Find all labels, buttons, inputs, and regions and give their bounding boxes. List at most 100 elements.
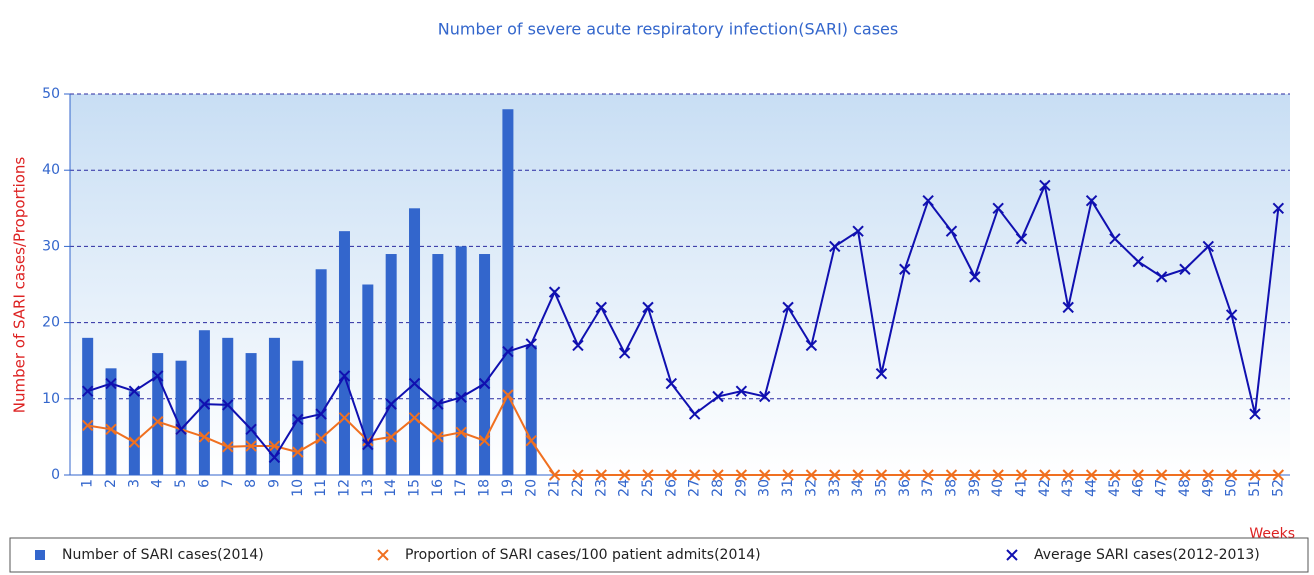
marker xyxy=(362,438,374,451)
marker xyxy=(525,435,537,447)
x-tick-label: 38 xyxy=(943,479,959,497)
bar xyxy=(152,353,164,475)
x-tick-label: 26 xyxy=(663,479,679,497)
marker xyxy=(735,469,748,481)
marker xyxy=(829,240,841,253)
marker xyxy=(245,423,257,435)
marker xyxy=(1109,233,1121,245)
marker xyxy=(1202,469,1214,481)
marker xyxy=(315,408,327,420)
marker xyxy=(1109,469,1121,481)
marker xyxy=(478,377,491,390)
x-tick-label: 1 xyxy=(80,479,96,488)
marker xyxy=(1039,469,1051,481)
legend-label: Proportion of SARI cases/100 patient adm… xyxy=(405,547,761,563)
marker xyxy=(618,347,631,359)
x-tick-label: 32 xyxy=(803,479,819,497)
legend-label: Number of SARI cases(2014) xyxy=(62,547,264,563)
bar xyxy=(502,109,514,476)
marker xyxy=(432,398,444,410)
bar xyxy=(268,337,280,475)
chart-title: Number of severe acute respiratory infec… xyxy=(438,20,898,39)
marker xyxy=(1039,179,1051,192)
marker xyxy=(175,423,187,435)
x-tick-label: 24 xyxy=(617,479,633,497)
x-tick-label: 19 xyxy=(500,479,516,497)
marker xyxy=(1062,301,1074,314)
marker xyxy=(1225,469,1238,481)
marker xyxy=(432,431,444,443)
bar xyxy=(292,360,304,475)
bar xyxy=(128,391,140,475)
x-tick-label: 12 xyxy=(336,479,352,497)
marker xyxy=(338,370,351,382)
legend-swatch xyxy=(1006,549,1018,561)
marker xyxy=(198,431,211,443)
x-tick-label: 20 xyxy=(523,479,539,497)
bar xyxy=(525,345,537,475)
x-tick-label: 46 xyxy=(1130,479,1146,497)
marker xyxy=(759,390,771,403)
x-tick-label: 14 xyxy=(383,479,399,497)
marker xyxy=(525,338,537,350)
x-tick-label: 3 xyxy=(126,479,142,488)
marker xyxy=(642,469,654,481)
marker xyxy=(875,469,888,481)
y-tick-label: 10 xyxy=(42,391,60,407)
marker xyxy=(245,440,257,452)
bar xyxy=(222,337,234,475)
x-tick-label: 6 xyxy=(196,479,212,488)
marker xyxy=(1225,309,1238,321)
marker xyxy=(922,194,934,207)
marker xyxy=(572,339,584,352)
x-tick-label: 8 xyxy=(243,479,259,488)
marker xyxy=(128,385,141,397)
marker xyxy=(1085,469,1098,481)
marker xyxy=(735,385,748,397)
marker xyxy=(945,225,958,237)
bar xyxy=(479,254,491,475)
marker xyxy=(805,469,818,481)
marker xyxy=(852,225,864,237)
marker xyxy=(618,469,631,481)
marker xyxy=(572,469,584,481)
marker xyxy=(292,446,304,458)
marker xyxy=(81,385,94,397)
marker xyxy=(198,398,211,410)
marker xyxy=(128,436,141,448)
x-tick-label: 47 xyxy=(1154,479,1170,497)
x-tick-label: 27 xyxy=(687,479,703,497)
marker xyxy=(81,419,94,432)
x-tick-label: 13 xyxy=(360,479,376,497)
marker xyxy=(782,469,794,481)
marker xyxy=(222,399,234,411)
marker xyxy=(1179,263,1191,275)
marker xyxy=(969,271,981,283)
x-tick-label: 18 xyxy=(477,479,493,497)
bar xyxy=(105,368,117,475)
marker xyxy=(105,423,117,435)
x-tick-label: 44 xyxy=(1084,479,1100,497)
marker xyxy=(222,441,234,453)
x-tick-label: 21 xyxy=(547,479,563,497)
marker xyxy=(338,412,351,424)
marker xyxy=(1015,469,1028,481)
legend-swatch xyxy=(377,549,389,561)
y-tick-label: 30 xyxy=(42,238,60,254)
marker xyxy=(899,469,911,481)
line xyxy=(87,392,1279,476)
marker xyxy=(548,469,561,481)
marker xyxy=(1249,408,1261,420)
bar xyxy=(198,330,210,475)
bar xyxy=(82,337,94,475)
bar xyxy=(455,246,467,475)
marker xyxy=(152,415,164,428)
marker xyxy=(1132,469,1144,481)
x-tick-label: 4 xyxy=(150,479,166,488)
marker xyxy=(595,301,607,314)
marker xyxy=(688,469,701,481)
marker xyxy=(875,367,888,380)
marker xyxy=(922,469,934,481)
x-tick-label: 28 xyxy=(710,479,726,497)
